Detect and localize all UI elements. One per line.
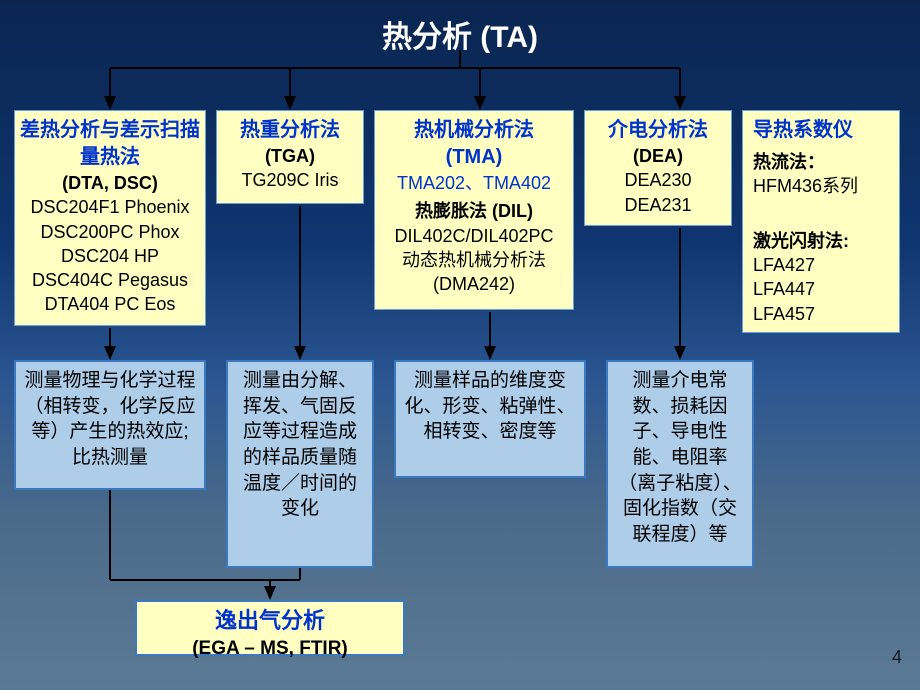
desc-box-dea: 测量介电常数、损耗因子、导电性能、电阻率（离子粘度）、固化指数（交联程度）等 — [606, 360, 754, 568]
desc-box-tga: 测量由分解、挥发、气固反应等过程造成的样品质量随温度／时间的变化 — [226, 360, 374, 568]
method-box-dea: 介电分析法(DEA)DEA230DEA231 — [584, 110, 732, 226]
ega-sub: (EGA – MS, FTIR) — [145, 636, 395, 662]
method-box-tma: 热机械分析法(TMA)TMA202、TMA402热膨胀法 (DIL)DIL402… — [374, 110, 574, 310]
ega-head: 逸出气分析 — [145, 606, 395, 636]
connector-lines — [0, 0, 920, 690]
method-box-dta-dsc: 差热分析与差示扫描量热法(DTA, DSC)DSC204F1 PhoenixDS… — [14, 110, 206, 326]
methods-row: 差热分析与差示扫描量热法(DTA, DSC)DSC204F1 PhoenixDS… — [14, 110, 906, 333]
desc-box-dta-dsc: 测量物理与化学过程（相转变，化学反应等）产生的热效应; 比热测量 — [14, 360, 206, 490]
desc-box-tma: 测量样品的维度变化、形变、粘弹性、相转变、密度等 — [394, 360, 586, 478]
descriptions-row: 测量物理与化学过程（相转变，化学反应等）产生的热效应; 比热测量测量由分解、挥发… — [14, 360, 754, 568]
method-box-tga: 热重分析法(TGA)TG209C Iris — [216, 110, 364, 204]
page-title: 热分析 (TA) — [0, 0, 920, 56]
page-number: 4 — [892, 647, 902, 668]
ega-box: 逸出气分析 (EGA – MS, FTIR) — [135, 600, 405, 656]
method-box-thermal-cond: 导热系数仪热流法：HFM436系列 激光闪射法:LFA427LFA447LFA4… — [742, 110, 900, 333]
